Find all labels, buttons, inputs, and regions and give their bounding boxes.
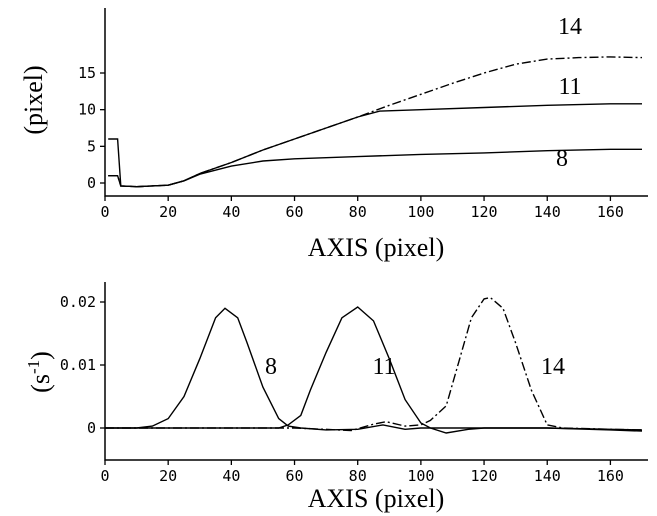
top-x-tick-label: 100 (407, 203, 434, 221)
svg-text:(s-1): (s-1) (24, 351, 55, 393)
top-y-tick-label: 5 (87, 137, 96, 155)
bottom-x-tick-label: 120 (471, 467, 498, 485)
bottom-x-tick-label: 60 (285, 467, 303, 485)
top-y-tick-label: 0 (87, 174, 96, 192)
bottom-y-tick-label: 0 (87, 419, 96, 437)
top-series-11-line (108, 103, 642, 188)
top-chart: 0 5 10 15 0 20 40 60 80 100 120 140 160 (pixel) AXI… (19, 8, 648, 262)
bottom-x-tick-label: 100 (407, 467, 434, 485)
top-annotation-11: 11 (558, 74, 581, 100)
top-x-tick-label: 60 (285, 203, 303, 221)
bottom-x-axis-label: AXIS (pixel) (308, 484, 444, 513)
bottom-chart: 0 0.01 0.02 0 20 40 60 80 100 120 140 160 (s-1) AX… (24, 282, 648, 513)
top-x-tick-label: 0 (100, 203, 109, 221)
bottom-y-ticks: 0 0.01 0.02 (60, 293, 105, 437)
bottom-annotation-11: 11 (372, 354, 395, 380)
bottom-x-tick-label: 20 (159, 467, 177, 485)
bottom-y-tick-label: 0.02 (60, 293, 96, 311)
top-x-tick-label: 40 (222, 203, 240, 221)
bottom-curves (105, 296, 643, 434)
bottom-x-tick-label: 40 (222, 467, 240, 485)
bottom-annotation-8: 8 (265, 354, 277, 380)
top-x-tick-label: 80 (349, 203, 367, 221)
bottom-y-tick-label: 0.01 (60, 356, 96, 374)
bottom-x-tick-label: 80 (349, 467, 367, 485)
top-series-14-line (108, 56, 643, 188)
bottom-x-tick-label: 140 (534, 467, 561, 485)
bottom-x-ticks: 0 20 40 60 80 100 120 140 160 (100, 460, 624, 485)
bottom-y-axis-label: (s-1) (24, 351, 55, 393)
top-curves (108, 56, 643, 188)
top-x-axis-label: AXIS (pixel) (308, 233, 444, 262)
top-annotation-14: 14 (558, 14, 582, 40)
bottom-series-11-line (105, 306, 643, 434)
bottom-annotation-14: 14 (541, 354, 565, 380)
bottom-x-tick-label: 160 (597, 467, 624, 485)
top-x-tick-label: 20 (159, 203, 177, 221)
top-annotation-8: 8 (556, 146, 568, 172)
bottom-x-tick-label: 0 (100, 467, 109, 485)
top-y-tick-label: 10 (78, 101, 96, 119)
top-x-tick-label: 140 (534, 203, 561, 221)
top-x-tick-label: 160 (597, 203, 624, 221)
top-x-tick-label: 120 (471, 203, 498, 221)
top-y-axis-label: (pixel) (19, 65, 48, 134)
top-x-ticks: 0 20 40 60 80 100 120 140 160 (100, 196, 624, 221)
bottom-series-8-line (105, 307, 643, 431)
top-y-tick-label: 15 (78, 64, 96, 82)
top-y-ticks: 0 5 10 15 (78, 64, 105, 192)
